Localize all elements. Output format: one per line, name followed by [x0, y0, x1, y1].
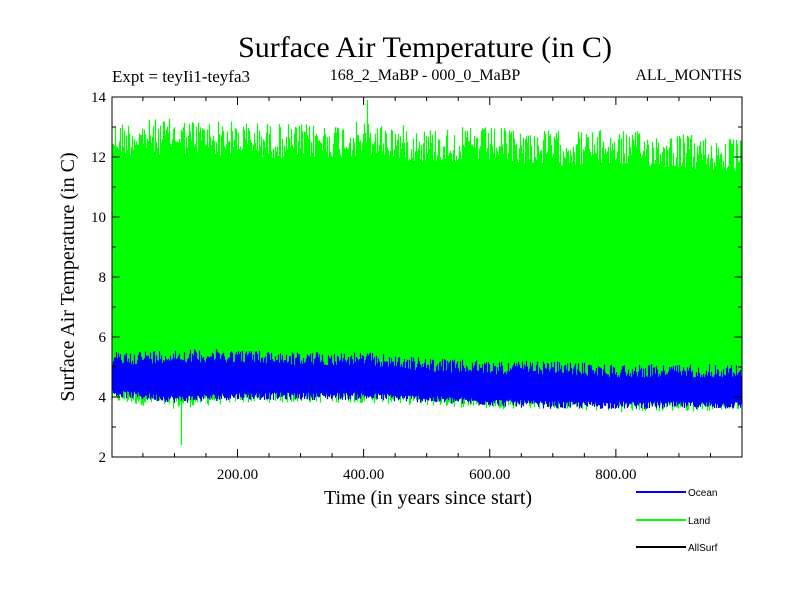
legend-item-allsurf: AllSurf [636, 543, 718, 554]
x-tick-label: 800.00 [595, 467, 636, 483]
y-tick-label: 12 [91, 150, 106, 166]
y-tick-label: 2 [99, 450, 107, 466]
y-tick-label: 8 [99, 270, 107, 286]
y-tick-label: 6 [99, 330, 107, 346]
chart-title: Surface Air Temperature (in C) [238, 31, 612, 64]
axes: 2 4 6 8 10 12 14 200.00 400.00 600.00 800.00 [91, 90, 743, 483]
x-axis-label: Time (in years since start) [324, 487, 532, 509]
subtitle-period: 168_2_MaBP - 000_0_MaBP [330, 67, 521, 84]
legend-label-ocean: Ocean [688, 488, 717, 499]
subtitle-experiment: Expt = teyIi1-teyfa3 [112, 67, 250, 86]
legend-label-land: Land [688, 516, 710, 527]
x-tick-label: 600.00 [469, 467, 510, 483]
subtitle-months: ALL_MONTHS [635, 67, 742, 84]
legend-label-allsurf: AllSurf [688, 543, 718, 554]
legend-item-ocean: Ocean [636, 488, 717, 499]
y-tick-label: 4 [99, 390, 107, 406]
legend-item-land: Land [636, 516, 710, 527]
y-tick-label: 14 [91, 90, 107, 106]
x-tick-label: 400.00 [343, 467, 384, 483]
legend: Ocean Land AllSurf [636, 488, 718, 554]
y-tick-label: 10 [91, 210, 106, 226]
x-tick-label: 200.00 [217, 467, 258, 483]
y-axis-label: Surface Air Temperature (in C) [57, 152, 79, 401]
